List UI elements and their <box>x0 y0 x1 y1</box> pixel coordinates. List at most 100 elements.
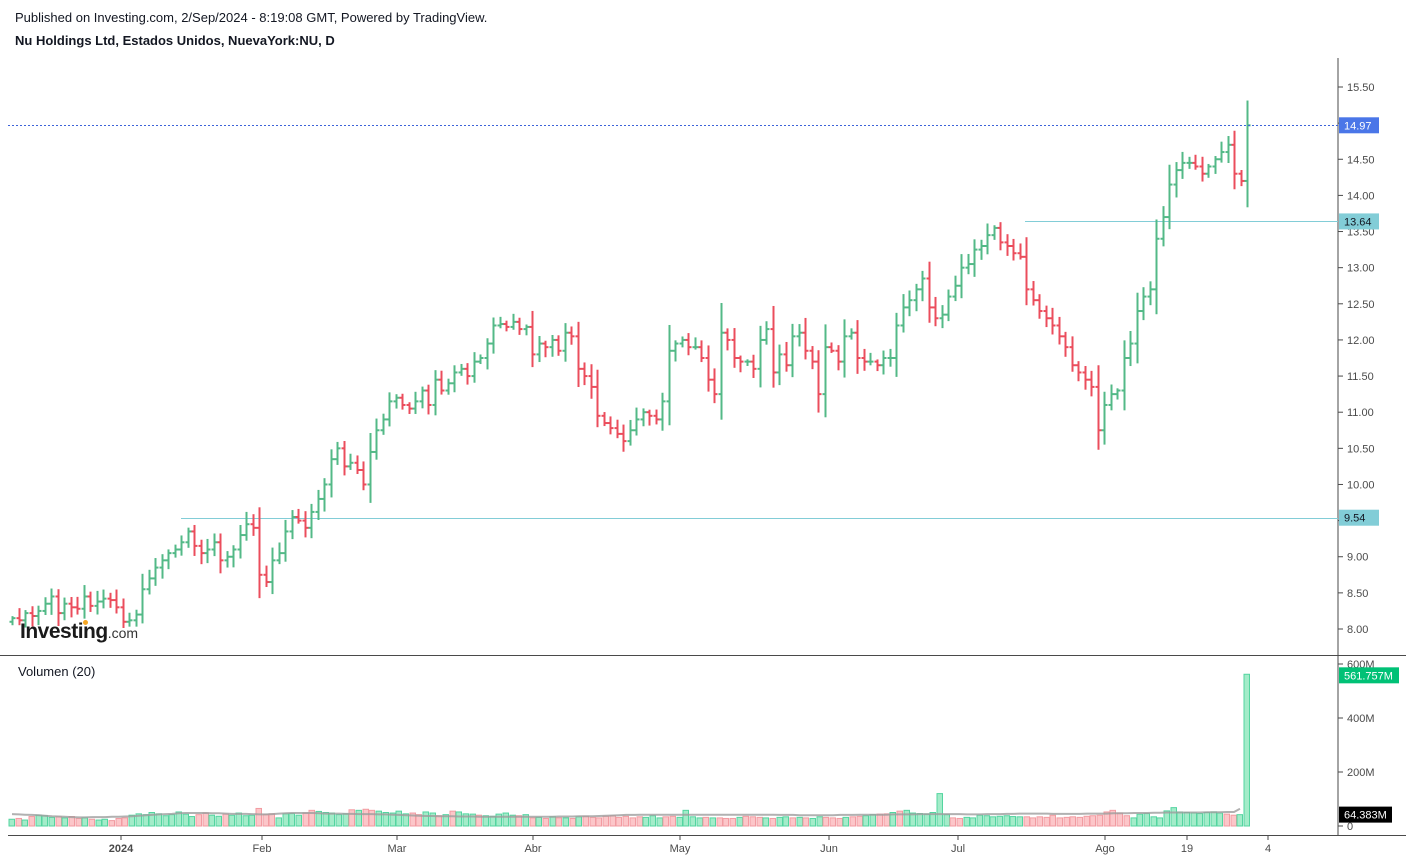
volume-bar <box>162 815 169 827</box>
ohlc-bar <box>1218 141 1225 163</box>
ohlc-bar <box>848 328 855 340</box>
volume-bar <box>769 817 776 827</box>
volume-bar <box>1130 817 1137 827</box>
volume-bar <box>88 818 95 827</box>
ohlc-bar <box>607 416 614 435</box>
svg-text:14.97: 14.97 <box>1344 120 1372 132</box>
ohlc-bar <box>744 359 751 366</box>
ohlc-bar <box>185 527 192 548</box>
ohlc-bar <box>549 334 556 357</box>
svg-text:9.00: 9.00 <box>1347 552 1368 564</box>
ohlc-bar <box>29 606 36 627</box>
volume-bar <box>1003 815 1010 827</box>
ohlc-bar <box>1056 316 1063 345</box>
volume-bar <box>1116 812 1123 827</box>
ohlc-bar <box>477 354 484 365</box>
volume-bar <box>956 817 963 827</box>
ohlc-bar <box>887 348 894 367</box>
volume-bar <box>182 813 189 827</box>
volume-bar <box>1109 809 1116 827</box>
svg-text:Mar: Mar <box>388 843 407 855</box>
volume-bar <box>368 809 375 827</box>
volume-bar <box>288 813 295 827</box>
ohlc-bar <box>243 511 250 541</box>
volume-bar <box>495 813 502 827</box>
volume-bar <box>61 817 68 827</box>
volume-bar <box>415 814 422 827</box>
volume-bar <box>1223 813 1230 827</box>
volume-bar <box>148 812 155 827</box>
ohlc-bar <box>705 345 712 392</box>
volume-bar <box>1123 815 1130 827</box>
svg-text:Jul: Jul <box>951 843 965 855</box>
volume-bar <box>115 817 122 827</box>
volume-bar <box>602 815 609 827</box>
volume-bar <box>1069 816 1076 827</box>
volume-bar <box>142 814 149 827</box>
ohlc-bar <box>334 441 341 465</box>
ohlc-bar <box>952 275 959 302</box>
ohlc-bar <box>172 544 179 558</box>
ohlc-bar <box>198 539 205 565</box>
ohlc-bar <box>711 368 718 404</box>
ohlc-bar <box>880 350 887 375</box>
ohlc-bar <box>1075 361 1082 382</box>
ohlc-bar <box>536 336 543 363</box>
ohlc-bar <box>809 346 816 370</box>
volume-bar <box>722 817 729 827</box>
price-tags: 14.97 13.64 9.54 561.757M 64.383M <box>1339 117 1399 823</box>
volume-bar <box>609 815 616 827</box>
volume-bar <box>535 816 542 827</box>
ohlc-bar <box>35 605 42 626</box>
ohlc-bar <box>893 312 900 377</box>
volume-bar <box>776 816 783 827</box>
volume-bar <box>101 818 108 827</box>
volume-bar <box>876 813 883 827</box>
volume-bar <box>395 810 402 827</box>
volume-bar <box>55 816 62 827</box>
volume-bar <box>575 816 582 827</box>
ohlc-bar <box>874 359 881 372</box>
ohlc-bar <box>55 589 62 626</box>
ohlc-bar <box>737 355 744 373</box>
ohlc-bar <box>1004 234 1011 256</box>
ohlc-bar <box>1225 136 1232 164</box>
volume-bar <box>1136 813 1143 827</box>
volume-bar <box>983 815 990 827</box>
ohlc-bar <box>425 384 432 415</box>
ohlc-bar <box>861 348 868 371</box>
volume-bar <box>208 814 215 827</box>
volume-bar <box>442 814 449 827</box>
ohlc-bar <box>81 585 88 619</box>
ohlc-bar <box>133 609 140 627</box>
ohlc-bar <box>1023 237 1030 306</box>
volume-bar <box>642 816 649 827</box>
ohlc-bar <box>1010 238 1017 261</box>
volume-bar <box>108 820 115 827</box>
ohlc-bar <box>22 610 29 628</box>
volume-bar <box>969 817 976 827</box>
ohlc-bar <box>659 392 666 431</box>
ohlc-bar <box>685 333 692 356</box>
horizontal-lines <box>181 221 1338 519</box>
svg-text:4: 4 <box>1265 843 1271 855</box>
svg-text:19: 19 <box>1181 843 1193 855</box>
ohlc-bar <box>120 598 127 629</box>
volume-bar <box>175 811 182 827</box>
volume-bar <box>1143 813 1150 827</box>
ohlc-bar <box>1127 331 1134 367</box>
ohlc-bar <box>1140 287 1147 321</box>
price-tag: 64.383M <box>1339 806 1392 823</box>
ohlc-bar <box>620 424 627 452</box>
volume-panel-title: Volumen (20) <box>18 664 96 679</box>
ohlc-bar <box>341 441 348 476</box>
volume-bar <box>295 814 302 827</box>
ohlc-bar <box>640 408 647 427</box>
ohlc-bar <box>1030 281 1037 306</box>
volume-bar <box>963 816 970 827</box>
volume-bar <box>595 817 602 827</box>
ohlc-bar <box>484 338 491 370</box>
ohlc-bar <box>1173 162 1180 198</box>
price-tag: 561.757M <box>1339 667 1399 684</box>
